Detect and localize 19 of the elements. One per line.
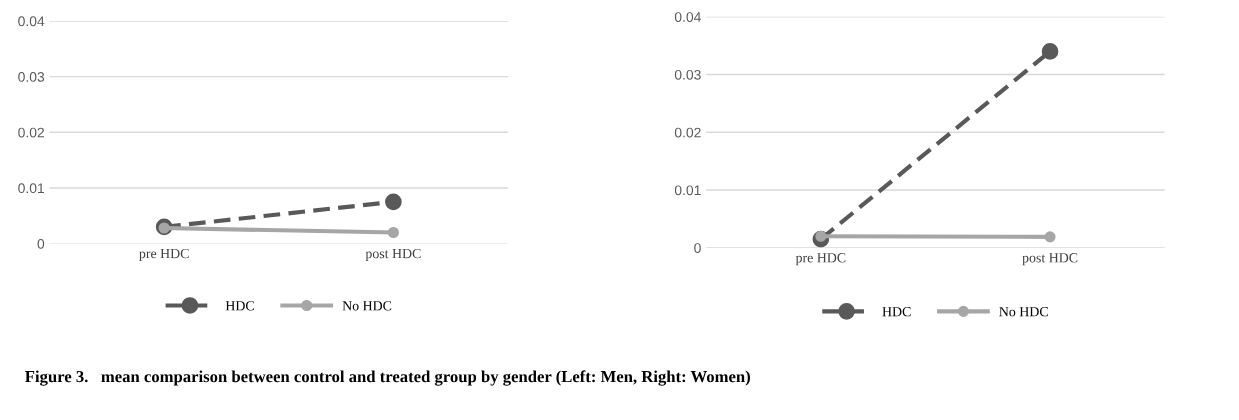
x-tick-label: pre HDC xyxy=(139,248,189,262)
x-tick-label: post HDC xyxy=(365,248,421,262)
y-tick-label: 0 xyxy=(694,243,701,253)
y-tick-label: 0.03 xyxy=(18,71,45,82)
y-tick-label: 0.04 xyxy=(674,12,701,22)
y-tick-label: 0.02 xyxy=(18,127,44,138)
y-tick-label: 0.01 xyxy=(674,185,701,196)
y-tick-label: 0.02 xyxy=(674,127,701,138)
y-tick-label: 0 xyxy=(37,238,45,249)
x-tick-label: pre HDC xyxy=(795,253,846,266)
caption: Figure 3. mean comparison between control and treated group by gender (Left: Men, Right: Women) xyxy=(25,370,750,386)
y-tick-label: 0.01 xyxy=(18,183,45,194)
y-tick-label: 0.03 xyxy=(674,69,701,80)
legend-label: HDC xyxy=(225,301,254,311)
x-tick-label: post HDC xyxy=(1022,253,1078,266)
legend-label: No HDC xyxy=(999,307,1048,317)
legend-label: No HDC xyxy=(342,301,392,311)
y-tick-label: 0.04 xyxy=(18,16,45,27)
legend-label: HDC xyxy=(882,307,911,317)
